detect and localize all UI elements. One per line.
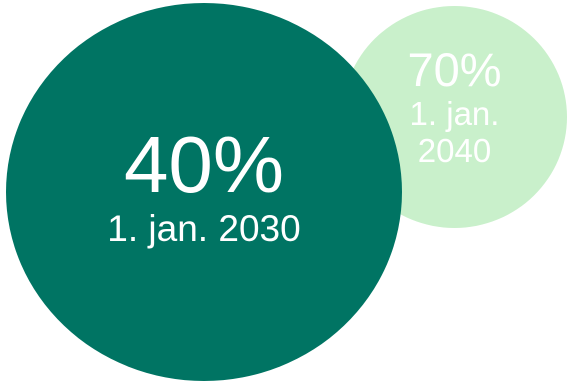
bubble-2030-percentage: 40% [123,120,285,209]
bubble-2030: 40% 1. jan. 2030 [6,3,402,381]
bubble-2030-date: 1. jan. 2030 [107,208,301,249]
bubble-2040-percentage: 70% [407,43,502,96]
bubble-2040-date: 1. jan. 2040 [409,95,500,169]
